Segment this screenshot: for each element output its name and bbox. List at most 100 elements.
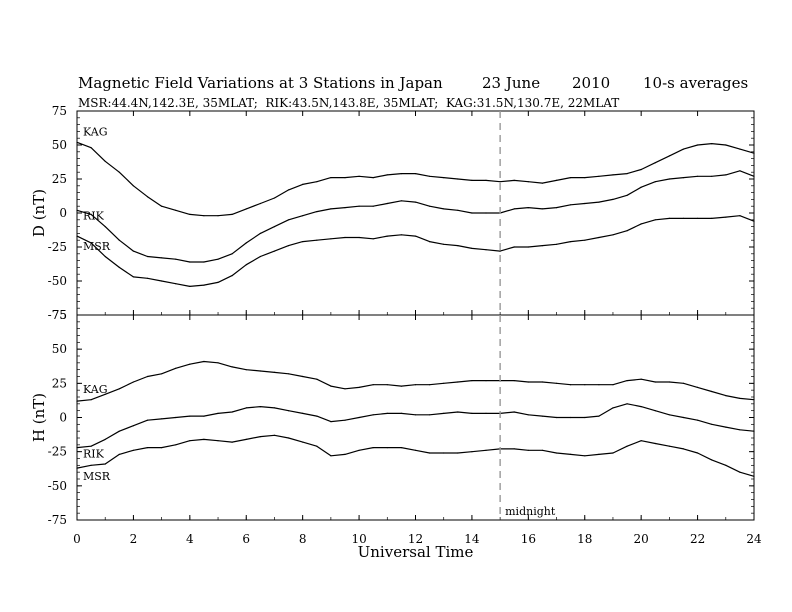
data-point-msr — [457, 245, 459, 247]
data-point-kag — [739, 148, 741, 150]
data-point-kag — [330, 385, 332, 387]
data-point-kag — [711, 143, 713, 145]
data-point-msr — [697, 452, 699, 454]
data-point-rik — [231, 253, 233, 255]
data-point-msr — [697, 217, 699, 219]
series-line-kag — [76, 360, 755, 402]
data-point-kag — [344, 388, 346, 390]
series-label-rik: RIK — [83, 448, 105, 461]
data-point-msr — [443, 452, 445, 454]
data-point-rik — [76, 447, 78, 449]
data-point-msr — [471, 247, 473, 249]
data-point-rik — [457, 209, 459, 211]
data-point-msr — [386, 447, 388, 449]
data-point-rik — [471, 212, 473, 214]
y-tick-label: -25 — [48, 240, 67, 254]
data-point-rik — [161, 418, 163, 420]
data-point-kag — [753, 152, 755, 154]
data-point-rik — [527, 414, 529, 416]
y-tick-label: 75 — [52, 104, 67, 118]
data-point-msr — [259, 255, 261, 258]
data-point-msr — [118, 266, 120, 268]
data-point-kag — [118, 388, 120, 390]
data-point-rik — [654, 181, 656, 183]
data-point-kag — [104, 393, 106, 395]
data-point-kag — [175, 367, 177, 369]
y-axis-label: D (nT) — [30, 189, 48, 237]
data-point-kag — [217, 215, 219, 217]
data-point-rik — [753, 175, 755, 177]
data-point-msr — [217, 440, 219, 442]
data-point-rik — [316, 415, 318, 417]
data-point-kag — [654, 381, 656, 383]
data-point-msr — [753, 220, 755, 222]
x-tick-label: 18 — [577, 532, 592, 546]
data-point-kag — [626, 173, 628, 175]
data-point-kag — [316, 378, 318, 380]
x-tick-label: 6 — [242, 532, 250, 546]
data-point-kag — [612, 174, 614, 176]
data-point-msr — [570, 453, 572, 455]
data-point-kag — [725, 395, 727, 397]
data-point-msr — [429, 241, 431, 243]
data-point-msr — [132, 449, 134, 451]
data-point-kag — [400, 173, 402, 175]
data-point-rik — [682, 416, 685, 419]
data-point-msr — [570, 241, 572, 243]
data-point-rik — [598, 415, 600, 417]
data-point-msr — [245, 264, 247, 266]
data-point-rik — [753, 430, 755, 432]
data-point-msr — [654, 219, 656, 221]
data-point-rik — [612, 198, 614, 200]
data-point-rik — [217, 412, 219, 414]
data-point-kag — [189, 363, 191, 365]
data-point-msr — [146, 277, 149, 279]
data-point-msr — [372, 238, 374, 240]
data-point-msr — [584, 455, 586, 457]
data-point-kag — [386, 384, 388, 386]
data-point-rik — [175, 416, 177, 419]
data-point-rik — [414, 414, 417, 416]
data-point-msr — [189, 440, 191, 442]
x-tick-label: 14 — [464, 532, 480, 546]
data-point-kag — [513, 179, 515, 181]
data-point-msr — [654, 442, 656, 445]
chart-title-averages: 10-s averages — [643, 74, 748, 92]
data-point-rik — [626, 194, 628, 196]
data-point-kag — [358, 386, 360, 388]
x-tick-label: 0 — [73, 532, 81, 546]
plot-area: 75 50 25 0 -25 -50 -75 D (nT) KAG RIK MSR 75 50 25 0 -2… — [30, 104, 762, 561]
series-line-msr — [76, 434, 755, 477]
y-axis-label: H (nT) — [30, 393, 48, 442]
data-point-kag — [90, 399, 92, 401]
data-point-rik — [513, 208, 515, 210]
y-tick-label: -50 — [48, 274, 67, 288]
data-point-kag — [682, 148, 685, 150]
data-point-kag — [146, 375, 149, 378]
data-point-msr — [76, 235, 78, 237]
data-point-msr — [443, 243, 445, 245]
data-point-kag — [654, 162, 656, 164]
data-point-kag — [429, 175, 431, 177]
series-label-rik: RIK — [83, 209, 105, 222]
data-point-rik — [259, 406, 261, 408]
data-point-rik — [739, 170, 741, 172]
data-point-kag — [711, 390, 713, 393]
data-point-rik — [739, 429, 741, 431]
data-point-msr — [626, 230, 628, 232]
data-point-rik — [76, 209, 78, 211]
y-tick-label: -50 — [48, 479, 67, 493]
data-point-rik — [668, 178, 671, 180]
data-point-rik — [485, 412, 487, 414]
data-point-msr — [90, 464, 92, 466]
y-tick-label: 75 — [52, 308, 67, 322]
data-point-kag — [471, 179, 473, 181]
data-point-msr — [189, 285, 191, 287]
series-label-msr: MSR — [83, 470, 111, 483]
data-point-kag — [259, 202, 261, 205]
data-point-kag — [330, 177, 332, 179]
data-point-rik — [161, 257, 163, 259]
data-point-msr — [457, 452, 459, 454]
data-point-kag — [682, 382, 685, 384]
data-point-kag — [626, 380, 628, 382]
